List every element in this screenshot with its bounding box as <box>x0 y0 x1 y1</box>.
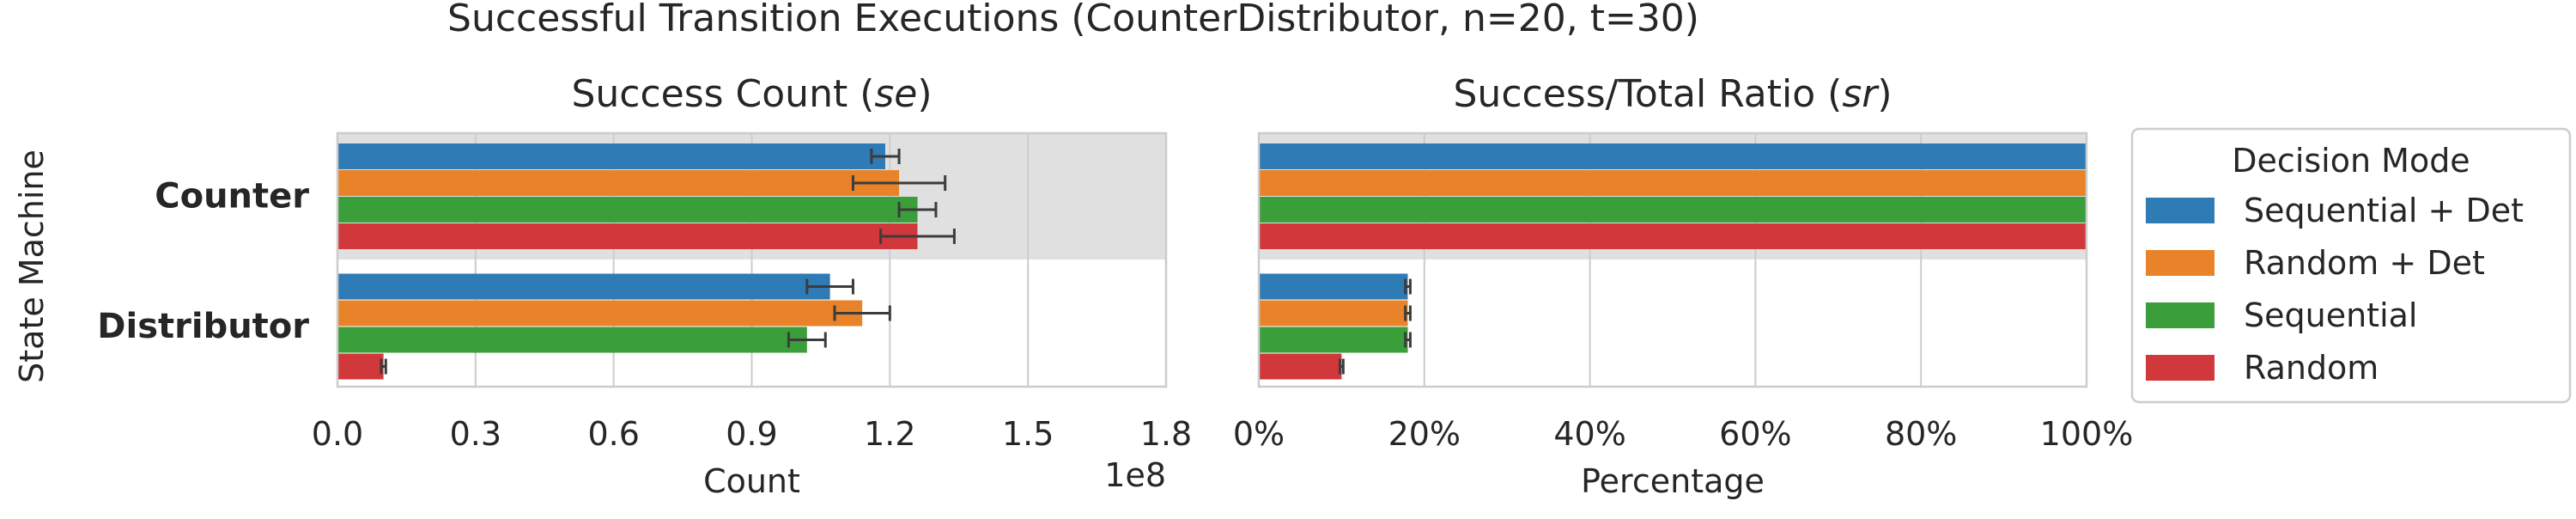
x-tick-label-1-2: 40% <box>1553 415 1625 453</box>
x-tick-label-0-1: 0.3 <box>450 415 501 453</box>
bar-1-distributor-1 <box>1259 300 1408 327</box>
x-tick-label-0-6: 1.8 <box>1140 415 1192 453</box>
y-axis-label: State Machine <box>13 150 51 383</box>
x-tick-label-1-3: 60% <box>1719 415 1791 453</box>
x-tick-label-0-2: 0.6 <box>587 415 639 453</box>
legend-entry-3: Random <box>2244 349 2379 387</box>
x-tick-label-1-4: 80% <box>1885 415 1957 453</box>
bar-1-distributor-3 <box>1259 353 1342 380</box>
legend-swatch-1 <box>2146 250 2215 276</box>
bar-1-distributor-0 <box>1259 273 1408 300</box>
x-axis-label-0: Count <box>703 462 800 500</box>
panel-title-0: Success Count (se) <box>571 72 932 116</box>
bar-0-distributor-0 <box>337 273 830 300</box>
bar-0-counter-1 <box>337 170 900 196</box>
bar-1-distributor-2 <box>1259 327 1408 353</box>
x-tick-label-0-4: 1.2 <box>864 415 915 453</box>
x-tick-label-0-5: 1.5 <box>1002 415 1054 453</box>
panel-frame-1 <box>1257 131 2088 388</box>
x-tick-label-1-0: 0% <box>1233 415 1285 453</box>
bar-0-counter-0 <box>337 143 885 169</box>
legend-entry-0: Sequential + Det <box>2244 192 2524 229</box>
bar-1-counter-3 <box>1259 223 2087 249</box>
y-tick-label-distributor: Distributor <box>97 307 309 346</box>
bar-1-counter-0 <box>1259 143 2087 169</box>
bar-0-distributor-3 <box>337 353 384 380</box>
y-tick-label-counter: Counter <box>155 177 309 217</box>
legend-swatch-2 <box>2146 302 2215 328</box>
legend-entry-1: Random + Det <box>2244 244 2485 282</box>
legend-swatch-0 <box>2146 198 2215 223</box>
legend-box <box>2130 127 2572 404</box>
bar-0-distributor-1 <box>337 300 863 327</box>
x-tick-label-0-0: 0.0 <box>312 415 363 453</box>
legend-title: Decision Mode <box>2232 142 2470 180</box>
figure-title: Successful Transition Executions (Counte… <box>447 0 1699 40</box>
x-tick-label-0-3: 0.9 <box>726 415 777 453</box>
bar-1-counter-1 <box>1259 170 2087 196</box>
x-tick-label-1-1: 20% <box>1388 415 1461 453</box>
x-offset-label-0: 1e8 <box>1104 456 1166 494</box>
legend-entry-2: Sequential <box>2244 296 2417 334</box>
panel-frame-0 <box>336 131 1168 388</box>
bar-0-counter-3 <box>337 223 918 249</box>
legend-swatch-3 <box>2146 355 2215 381</box>
bar-1-counter-2 <box>1259 197 2087 223</box>
bar-0-counter-2 <box>337 197 918 223</box>
x-tick-label-1-5: 100% <box>2040 415 2134 453</box>
bar-0-distributor-2 <box>337 327 807 353</box>
x-axis-label-1: Percentage <box>1581 462 1765 500</box>
panel-title-1: Success/Total Ratio (sr) <box>1454 72 1893 116</box>
